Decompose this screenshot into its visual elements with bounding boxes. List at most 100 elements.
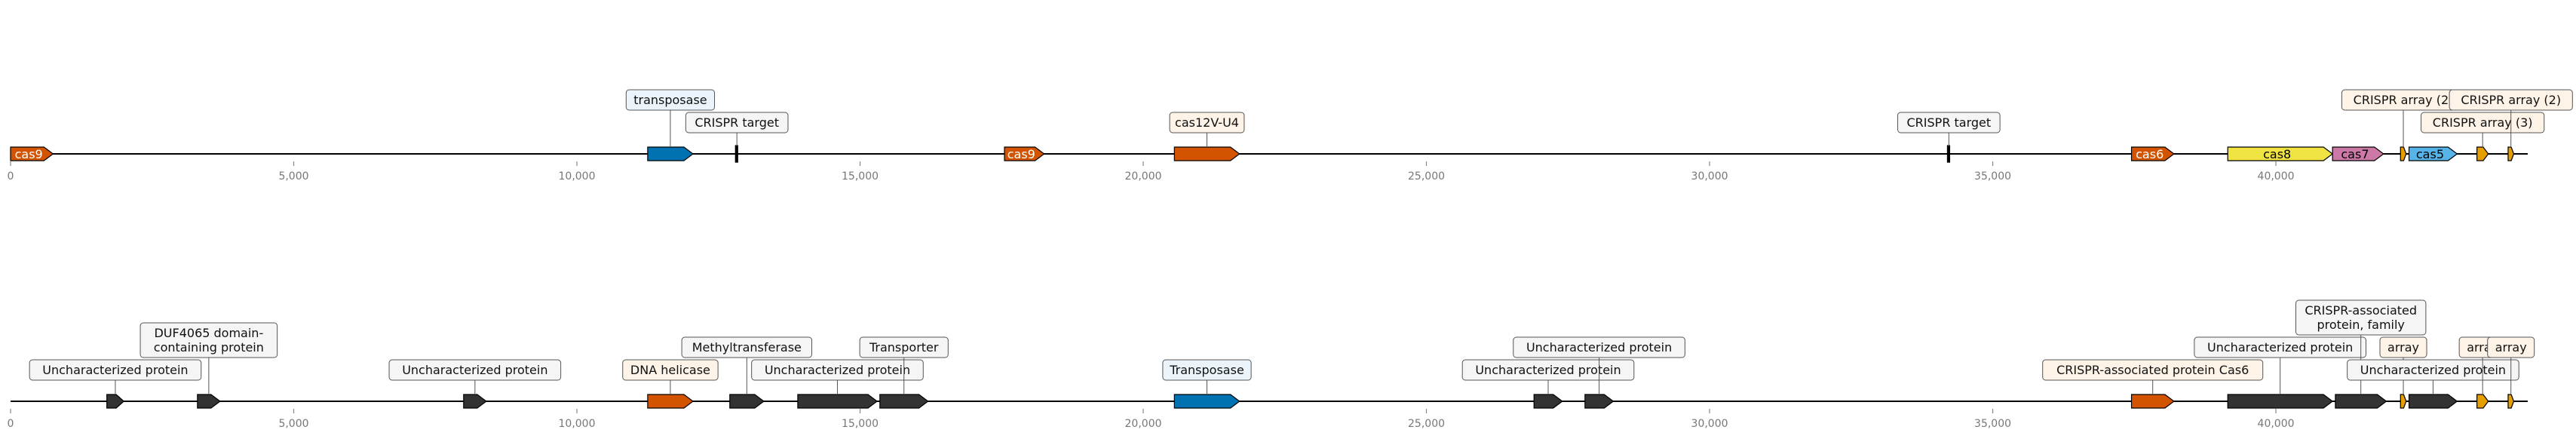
callout-box — [681, 336, 813, 358]
callout-label: Methyltransferase — [692, 340, 802, 355]
axis-tick-label: 30,000 — [1691, 170, 1728, 183]
callout-box — [859, 336, 949, 358]
callout-label: cas12V-U4 — [1175, 115, 1239, 130]
callout-label: CRISPR target — [1907, 115, 1992, 130]
callout-box — [29, 359, 202, 381]
callout-box — [622, 359, 719, 381]
callout-box — [2295, 299, 2427, 336]
callout-label: DNA helicase — [630, 363, 710, 377]
callout-label: CRISPR array (3) — [2433, 115, 2533, 130]
axis-tick-label: 30,000 — [1691, 418, 1728, 430]
axis-tick-label: 0 — [8, 170, 14, 183]
callout-box — [2042, 359, 2264, 381]
gene-arrow[interactable] — [647, 394, 694, 409]
gene-label: cas8 — [2263, 147, 2291, 161]
callout-label: array — [2495, 340, 2527, 355]
axis-tick-label: 5,000 — [278, 418, 308, 430]
axis-tick-label: 0 — [8, 418, 14, 430]
callout-label: CRISPR target — [695, 115, 779, 130]
axis-tick-label: 15,000 — [842, 418, 879, 430]
callout-box — [1897, 112, 2001, 134]
gene-arrow[interactable] — [2400, 146, 2407, 161]
callout-box — [1513, 336, 1685, 358]
axis-tick-label: 25,000 — [1408, 418, 1445, 430]
axis-tick-label: 20,000 — [1125, 418, 1162, 430]
callout-box — [1169, 112, 1245, 134]
gene-label: cas9 — [15, 147, 43, 161]
callout-box — [2449, 89, 2573, 111]
callout-label: transposase — [633, 93, 707, 107]
axis-tick-label: 10,000 — [559, 170, 596, 183]
axis-tick-label: 35,000 — [1974, 170, 2011, 183]
callout-label: Uncharacterized protein — [42, 363, 188, 377]
gene-arrow[interactable] — [1946, 145, 1951, 163]
gene-arrow[interactable] — [2408, 394, 2458, 409]
axis-tick-label: 10,000 — [559, 418, 596, 430]
callout-label: containing protein — [154, 340, 264, 355]
gene-arrow[interactable] — [734, 145, 738, 163]
gene-arrow[interactable] — [1533, 394, 1563, 409]
gene-arrow[interactable] — [2476, 146, 2489, 161]
callout-box — [751, 359, 924, 381]
callout-box — [625, 89, 716, 111]
callout-box — [2347, 359, 2519, 381]
axis-tick-label: 20,000 — [1125, 170, 1162, 183]
gene-arrow[interactable] — [2332, 146, 2384, 161]
callout-label: Transposase — [1169, 363, 1244, 377]
callout-box — [685, 112, 789, 134]
gene-arrow[interactable] — [463, 394, 487, 409]
genome-track-1: 0 5,000 10,000 15,000 20,000 25,000 30,000 35,0… — [8, 89, 2573, 183]
gene-arrow[interactable] — [2227, 394, 2334, 409]
callout-label: Transporter — [869, 340, 939, 355]
axis-tick-label: 40,000 — [2258, 170, 2295, 183]
callout-box — [388, 359, 562, 381]
callout-label: Uncharacterized protein — [2207, 340, 2353, 355]
callout-label: CRISPR array (2) — [2461, 93, 2561, 107]
callout-label: DUF4065 domain- — [154, 326, 263, 340]
gene-arrow[interactable] — [2507, 146, 2515, 161]
gene-label: cas5 — [2416, 147, 2444, 161]
callout-label: array — [2387, 340, 2419, 355]
gene-arrow[interactable] — [2400, 394, 2407, 409]
callout-label: Uncharacterized protein — [765, 363, 910, 377]
gene-arrow[interactable] — [2408, 146, 2458, 161]
gene-arrow[interactable] — [197, 394, 221, 409]
gene-arrow[interactable] — [1584, 394, 1615, 409]
callout-label: CRISPR array (2) — [2354, 93, 2454, 107]
gene-label: cas7 — [2341, 147, 2369, 161]
callout-label: protein, family — [2317, 318, 2404, 332]
gene-arrow[interactable] — [106, 394, 125, 409]
callout-box — [2487, 336, 2535, 358]
gene-arrow[interactable] — [2227, 146, 2334, 161]
callout-label: CRISPR-associated protein Cas6 — [2056, 363, 2249, 377]
gene-label: cas9 — [1007, 147, 1035, 161]
callout-label: Uncharacterized protein — [402, 363, 547, 377]
genome-track-2: 0 5,000 10,000 15,000 20,000 25,000 30,000 35,0… — [8, 299, 2535, 430]
gene-arrow[interactable] — [1173, 394, 1240, 409]
callout-label: Uncharacterized protein — [2360, 363, 2506, 377]
callout-label: Uncharacterized protein — [1526, 340, 1672, 355]
gene-arrow[interactable] — [647, 146, 694, 161]
callout-box — [1461, 359, 1635, 381]
gene-arrow[interactable] — [1173, 146, 1240, 161]
gene-arrow[interactable] — [2476, 394, 2489, 409]
callout-box — [2421, 112, 2545, 134]
callout-label: CRISPR-associated — [2305, 303, 2417, 318]
gene-arrow[interactable] — [10, 146, 54, 161]
gene-arrow[interactable] — [2507, 394, 2515, 409]
gene-arrow[interactable] — [2130, 146, 2175, 161]
gene-arrow[interactable] — [797, 394, 879, 409]
gene-arrow[interactable] — [1004, 146, 1045, 161]
axis-tick-label: 25,000 — [1408, 170, 1445, 183]
callout-box — [2194, 336, 2366, 358]
axis-tick-label: 40,000 — [2258, 418, 2295, 430]
callout-box — [140, 322, 278, 358]
gene-arrow[interactable] — [729, 394, 765, 409]
gene-arrow[interactable] — [879, 394, 929, 409]
axis-tick-label: 35,000 — [1974, 418, 2011, 430]
callout-box — [1162, 359, 1252, 381]
gene-arrow[interactable] — [2335, 394, 2387, 409]
gene-arrow[interactable] — [2130, 394, 2175, 409]
axis-tick-label: 5,000 — [278, 170, 308, 183]
